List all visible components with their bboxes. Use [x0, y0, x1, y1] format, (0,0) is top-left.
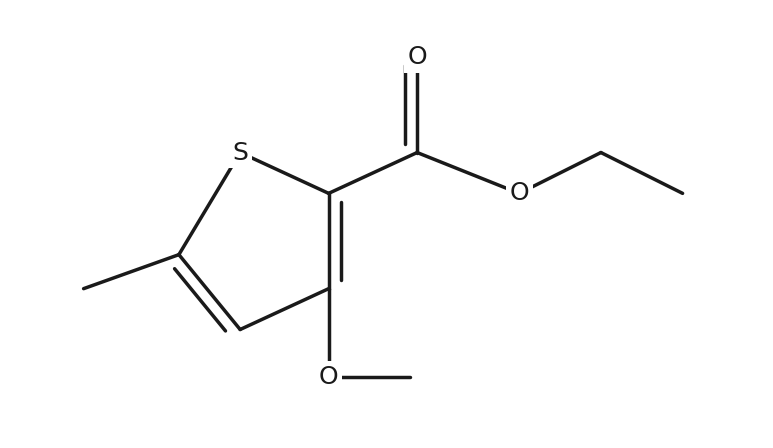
Text: O: O: [318, 365, 339, 389]
Text: O: O: [509, 181, 529, 205]
Text: O: O: [407, 45, 427, 69]
Text: S: S: [232, 141, 248, 164]
